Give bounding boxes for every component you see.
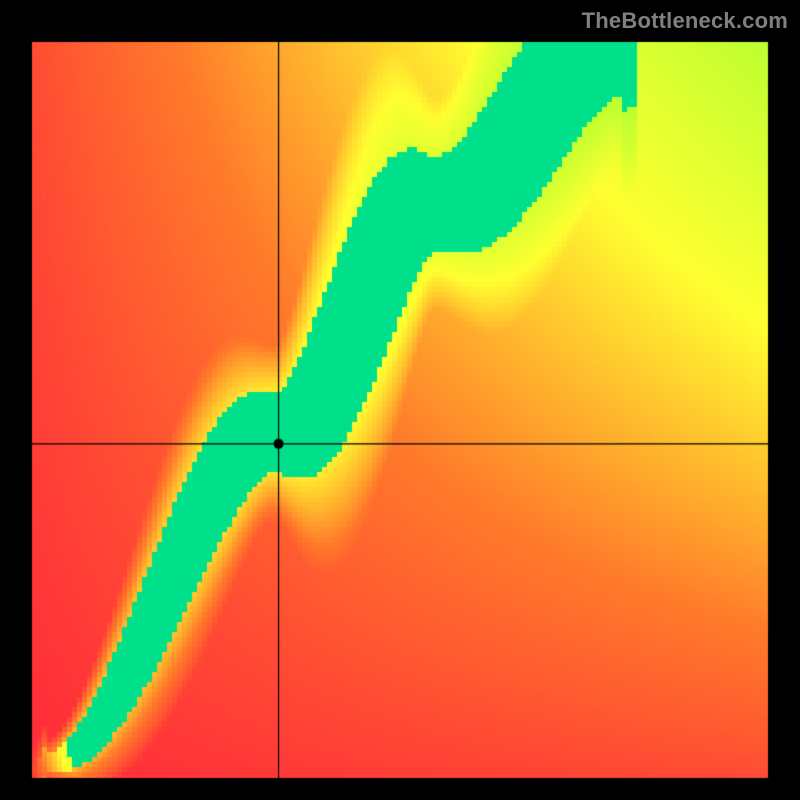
bottleneck-heatmap xyxy=(0,0,800,800)
chart-container: TheBottleneck.com xyxy=(0,0,800,800)
watermark-text: TheBottleneck.com xyxy=(582,8,788,34)
